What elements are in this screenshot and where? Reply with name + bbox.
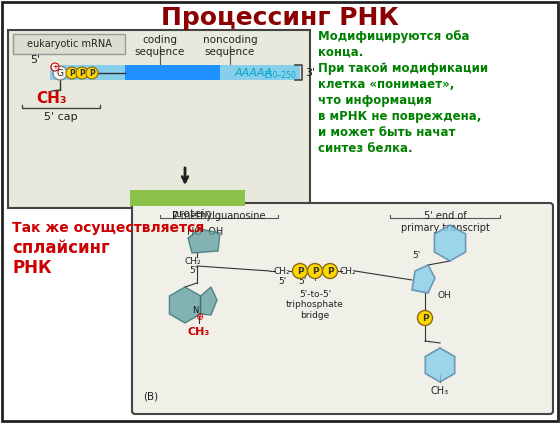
Text: N: N — [192, 305, 198, 314]
Text: 5' end of
primary transcript: 5' end of primary transcript — [400, 211, 489, 233]
Text: Так же осуществляется: Так же осуществляется — [12, 221, 204, 235]
FancyBboxPatch shape — [50, 65, 300, 80]
Text: и может быть начат: и может быть начат — [318, 126, 455, 139]
Circle shape — [66, 67, 78, 79]
Text: HO  OH: HO OH — [187, 227, 223, 237]
Text: синтез белка.: синтез белка. — [318, 142, 413, 155]
Text: CH₂: CH₂ — [185, 257, 201, 266]
Text: клетка «понимает»,: клетка «понимает», — [318, 78, 454, 91]
Circle shape — [307, 264, 323, 278]
Text: +: + — [52, 64, 58, 70]
Text: protein: protein — [172, 209, 212, 219]
Text: CH₃: CH₃ — [37, 91, 67, 105]
Text: РНК: РНК — [12, 259, 52, 277]
Circle shape — [76, 67, 88, 79]
Text: сплайсинг: сплайсинг — [12, 239, 110, 257]
Text: P: P — [422, 313, 428, 322]
Text: CH₂: CH₂ — [274, 266, 290, 275]
Polygon shape — [435, 225, 465, 261]
Text: 7-methylguanosine: 7-methylguanosine — [171, 211, 265, 221]
Circle shape — [51, 63, 59, 71]
Text: 150–250: 150–250 — [263, 71, 296, 80]
Text: CH₃: CH₃ — [431, 386, 449, 396]
Text: (B): (B) — [143, 391, 158, 401]
Circle shape — [292, 264, 307, 278]
Text: 5': 5' — [189, 266, 197, 275]
Polygon shape — [188, 229, 220, 253]
Text: 5': 5' — [278, 277, 286, 286]
Text: 5'-to-5'
triphosphate
bridge: 5'-to-5' triphosphate bridge — [286, 290, 344, 320]
Circle shape — [53, 66, 67, 80]
Circle shape — [323, 264, 338, 278]
Text: coding
sequence: coding sequence — [135, 35, 185, 57]
Text: что информация: что информация — [318, 94, 432, 107]
Text: 5': 5' — [298, 277, 306, 286]
Polygon shape — [170, 287, 200, 323]
Text: 5': 5' — [412, 251, 420, 260]
Text: При такой модификации: При такой модификации — [318, 62, 488, 75]
Circle shape — [418, 310, 432, 326]
Polygon shape — [412, 265, 435, 293]
Text: P: P — [326, 266, 333, 275]
Polygon shape — [425, 348, 455, 382]
FancyBboxPatch shape — [132, 203, 553, 414]
Text: 5': 5' — [30, 55, 40, 65]
Text: конца.: конца. — [318, 46, 363, 59]
Text: P: P — [312, 266, 318, 275]
Text: P: P — [79, 69, 85, 77]
FancyBboxPatch shape — [13, 34, 125, 54]
Text: OH: OH — [437, 291, 451, 299]
Text: noncoding
sequence: noncoding sequence — [203, 35, 257, 57]
Circle shape — [86, 67, 98, 79]
Polygon shape — [200, 287, 217, 315]
Text: Модифицируются оба: Модифицируются оба — [318, 30, 469, 43]
FancyBboxPatch shape — [130, 190, 245, 206]
Text: P: P — [297, 266, 304, 275]
Text: ⊕: ⊕ — [195, 312, 203, 322]
FancyBboxPatch shape — [125, 65, 220, 80]
Text: P: P — [89, 69, 95, 77]
Text: 5' cap: 5' cap — [44, 112, 78, 122]
Text: eukaryotic mRNA: eukaryotic mRNA — [26, 39, 111, 49]
FancyBboxPatch shape — [8, 30, 310, 208]
Text: CH₃: CH₃ — [188, 327, 210, 337]
Text: P: P — [69, 69, 75, 77]
Text: в мРНК не повреждена,: в мРНК не повреждена, — [318, 110, 482, 123]
Text: G: G — [57, 69, 63, 77]
Text: AAAAA: AAAAA — [235, 68, 273, 77]
Text: 3': 3' — [305, 68, 315, 78]
Text: CH₂: CH₂ — [340, 266, 356, 275]
Text: Процессинг РНК: Процессинг РНК — [161, 6, 399, 30]
